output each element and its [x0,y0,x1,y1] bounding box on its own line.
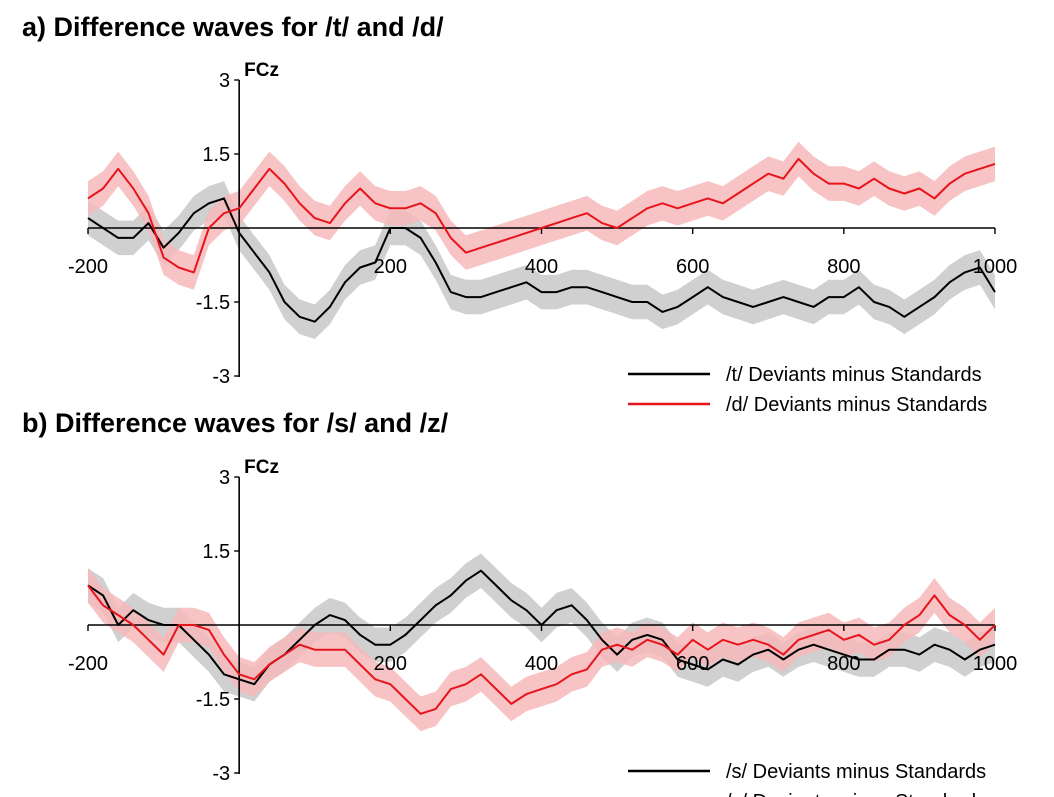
series-2-error-band [88,568,995,732]
series-1-line [87,197,996,323]
legend-label-2: /d/ Deviants minus Standards [726,394,987,416]
y-tick-label: 3 [219,70,230,92]
y-tick-label: 1.5 [202,144,230,166]
series-1-error-band [88,181,995,339]
electrode-label: FCz [244,457,279,478]
y-tick-label: -1.5 [196,292,230,314]
series-1-line [87,569,996,686]
series-2-line [87,157,996,274]
x-tick-label: 800 [827,256,860,278]
x-tick-label: 1000 [973,653,1018,675]
y-tick-label: 1.5 [202,541,230,563]
panel-a-title: a) Difference waves for /t/ and /d/ [22,12,444,42]
x-tick-label: 400 [525,256,558,278]
series-2-error-band [88,141,995,290]
y-tick-label: 3 [219,467,230,489]
panel-b-title: b) Difference waves for /s/ and /z/ [22,408,449,438]
y-tick-label: -1.5 [196,689,230,711]
x-tick-label: 200 [374,256,407,278]
x-tick-label: 200 [374,653,407,675]
legend-label-1: /t/ Deviants minus Standards [726,364,982,386]
x-tick-label: 800 [827,653,860,675]
y-tick-label: -3 [212,366,230,388]
legend-label-1: /s/ Deviants minus Standards [726,761,986,783]
y-tick-label: -3 [212,763,230,785]
x-tick-label: -200 [68,653,108,675]
electrode-label: FCz [244,60,279,81]
x-tick-label: 400 [525,653,558,675]
x-tick-label: 600 [676,256,709,278]
series-2-line [87,584,996,715]
x-tick-label: -200 [68,256,108,278]
legend-label-2: /z/ Deviants minus Standards [726,791,986,797]
